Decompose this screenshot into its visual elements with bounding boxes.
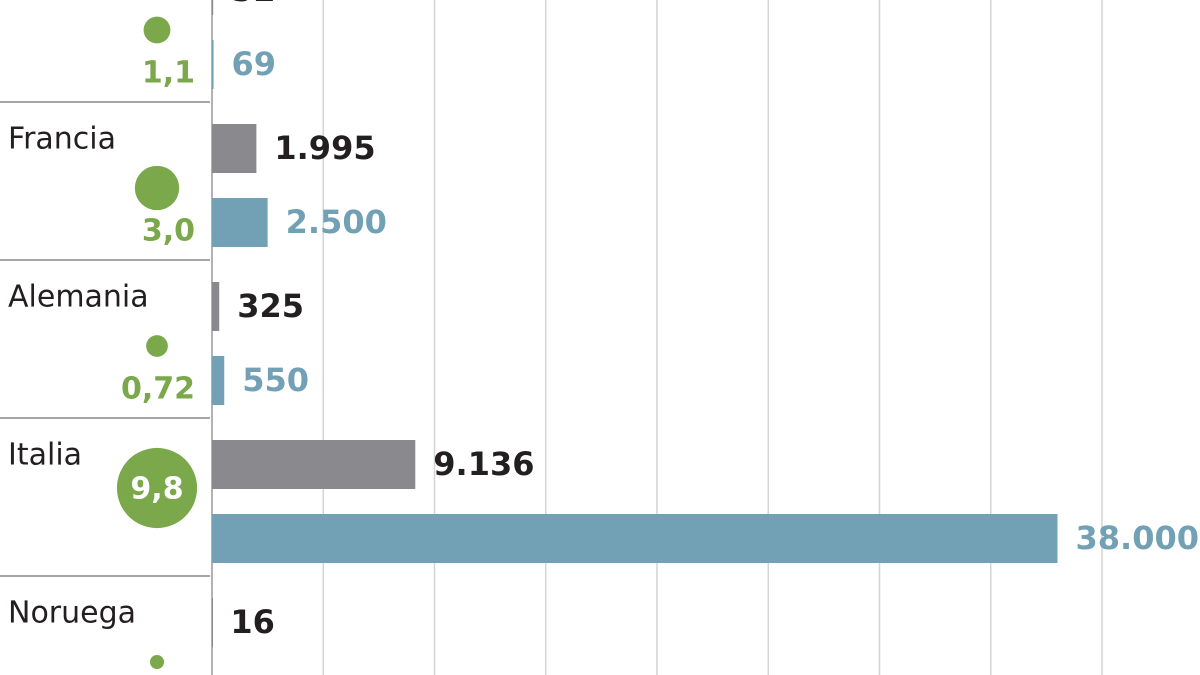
value-label: 9.136 [433, 445, 534, 483]
bubble [146, 335, 168, 357]
value-label: 325 [237, 287, 304, 325]
bar [212, 282, 220, 331]
bubble-label: 9,8 [130, 472, 183, 507]
bar [212, 440, 416, 489]
value-label: 52 [231, 0, 276, 9]
bubble [134, 165, 180, 211]
category-label: Francia [8, 122, 116, 157]
bubble [149, 654, 165, 670]
value-label: 69 [232, 45, 277, 83]
category-label: Alemania [8, 280, 149, 315]
bar [212, 356, 225, 405]
bar [212, 124, 257, 173]
value-label: 550 [242, 361, 309, 399]
bar [212, 198, 268, 247]
category-label: Noruega [8, 596, 136, 631]
bar [212, 598, 213, 647]
value-label: 1.995 [274, 129, 375, 167]
bubble-label: 1,1 [142, 56, 195, 91]
value-label: 16 [230, 603, 275, 641]
bubble [143, 16, 171, 44]
value-label: 38.000 [1076, 519, 1199, 557]
bar [212, 40, 214, 89]
bar [212, 514, 1058, 563]
value-label: 2.500 [286, 203, 387, 241]
bar [212, 0, 214, 15]
bubble [116, 447, 198, 529]
bubble-label: 3,0 [142, 214, 195, 249]
category-label: Italia [8, 438, 82, 473]
bubble-label: 0,72 [121, 372, 195, 407]
